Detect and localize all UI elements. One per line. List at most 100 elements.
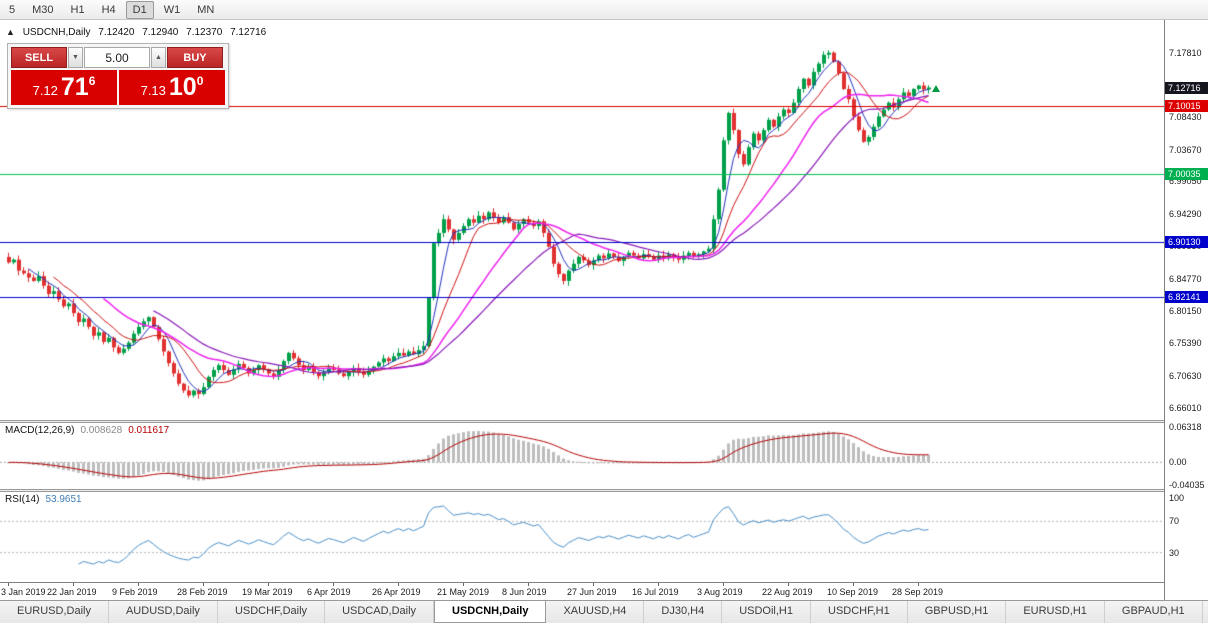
pane-separator[interactable] [0, 489, 1208, 492]
price-axis-tick: 7.03670 [1169, 144, 1202, 155]
price-axis-tick: 6.66010 [1169, 402, 1202, 413]
price-axis-tick: 7.17810 [1169, 47, 1202, 58]
rsi-value: 53.9651 [45, 494, 82, 505]
date-tick [593, 583, 594, 586]
price-level-badge: 6.90130 [1165, 236, 1208, 249]
rsi-axis-tick: 100 [1169, 493, 1185, 503]
date-tick [268, 583, 269, 586]
one-click-trading-panel: SELL ▼ ▲ BUY 7.12 71 6 7.13 10 0 [7, 43, 229, 109]
volume-increase-button[interactable]: ▲ [151, 47, 166, 68]
price-axis-tick: 6.70630 [1169, 370, 1202, 381]
tick-up-arrow-icon [932, 84, 940, 92]
ask-price-box[interactable]: 7.13 10 0 [119, 70, 225, 105]
date-axis-label: 27 Jun 2019 [567, 587, 617, 597]
one-click-toggle-icon[interactable]: ▲ [6, 27, 15, 37]
macd-axis-tick: 0.00 [1169, 457, 1187, 468]
pane-separator[interactable] [0, 420, 1208, 423]
timeframe-button-h1[interactable]: H1 [64, 1, 92, 19]
chevron-down-icon: ▼ [72, 54, 79, 61]
chevron-up-icon: ▲ [155, 54, 162, 61]
date-axis-label: 3 Jan 2019 [1, 587, 46, 597]
date-tick [723, 583, 724, 586]
date-tick [333, 583, 334, 586]
tab-usdcad-daily[interactable]: USDCAD,Daily [325, 601, 435, 623]
ohlc-low: 7.12370 [186, 27, 223, 38]
chart-tabs-bar: EURUSD,Daily AUDUSD,Daily USDCHF,Daily USDC… [0, 600, 1208, 623]
tab-audusd-daily[interactable]: AUDUSD,Daily [109, 601, 218, 623]
tab-usdchf-h1[interactable]: USDCHF,H1 [811, 601, 908, 623]
rsi-axis-tick: 30 [1169, 547, 1180, 558]
price-axis-tick: 7.08430 [1169, 111, 1202, 122]
rsi-canvas[interactable] [0, 492, 1164, 582]
bid-sup-digit: 6 [88, 74, 96, 88]
bid-price-box[interactable]: 7.12 71 6 [11, 70, 117, 105]
date-axis-label: 6 Apr 2019 [307, 587, 351, 597]
tab-eurusd-h1[interactable]: EURUSD,H1 [1006, 601, 1105, 623]
price-level-badge: 7.00035 [1165, 168, 1208, 181]
date-axis-label: 19 Mar 2019 [242, 587, 293, 597]
date-axis-label: 28 Sep 2019 [892, 587, 944, 597]
chart-symbol-label: USDCNH,Daily [22, 27, 91, 38]
tab-dj30-h4[interactable]: DJ30,H4 [644, 601, 723, 623]
macd-axis-tick: 0.06318 [1169, 422, 1202, 432]
ask-sup-digit: 0 [196, 74, 204, 88]
chart-title: ▲ USDCNH,Daily 7.12420 7.12940 7.12370 7… [6, 27, 271, 38]
tab-usdcnh-daily[interactable]: USDCNH,Daily [434, 601, 547, 623]
volume-decrease-button[interactable]: ▼ [68, 47, 83, 68]
tab-xauusd-h4[interactable]: XAUUSD,H4 [546, 601, 645, 623]
bid-big-digits: 71 [60, 73, 89, 101]
price-level-badge: 6.82141 [1165, 291, 1208, 304]
date-axis-label: 16 Jul 2019 [632, 587, 679, 597]
tab-usdoil-h1[interactable]: USDOil,H1 [722, 601, 811, 623]
rsi-label: RSI(14) 53.9651 [5, 494, 82, 505]
date-axis-label: 26 Apr 2019 [372, 587, 421, 597]
tab-gbpaud-h1[interactable]: GBPAUD,H1 [1105, 601, 1203, 623]
rsi-indicator-pane: RSI(14) 53.9651 [0, 492, 1164, 582]
rsi-axis-tick: 70 [1169, 516, 1180, 527]
date-axis-label: 21 May 2019 [437, 587, 490, 597]
timeframe-button-m30[interactable]: M30 [25, 1, 60, 19]
price-axis-tick: 6.84770 [1169, 274, 1202, 285]
macd-indicator-pane: MACD(12,26,9) 0.008628 0.011617 [0, 423, 1164, 489]
date-tick [8, 583, 9, 586]
macd-canvas[interactable] [0, 423, 1164, 489]
sell-button[interactable]: SELL [11, 47, 67, 68]
timeframe-button-5[interactable]: 5 [2, 1, 22, 19]
timeframe-button-h4[interactable]: H4 [95, 1, 123, 19]
buy-button[interactable]: BUY [167, 47, 223, 68]
price-axis-tick: 6.80150 [1169, 305, 1202, 316]
rsi-title: RSI(14) [5, 494, 40, 505]
price-axis-tick: 6.94290 [1169, 208, 1202, 219]
tab-usdjp[interactable]: USDJP [1203, 601, 1208, 623]
price-level-badge: 7.12716 [1165, 81, 1208, 94]
ohlc-high: 7.12940 [142, 27, 179, 38]
ask-prefix: 7.13 [140, 83, 166, 98]
date-axis-label: 8 Jun 2019 [502, 587, 547, 597]
date-axis-label: 22 Aug 2019 [762, 587, 813, 597]
date-tick [918, 583, 919, 586]
tab-usdchf-daily[interactable]: USDCHF,Daily [218, 601, 326, 623]
timeframe-button-d1[interactable]: D1 [125, 0, 154, 19]
volume-input[interactable] [84, 47, 150, 68]
date-axis-label: 9 Feb 2019 [112, 587, 158, 597]
price-level-badge: 7.10015 [1165, 100, 1208, 112]
timeframe-button-w1[interactable]: W1 [157, 1, 188, 19]
macd-axis-tick: -0.04035 [1169, 480, 1205, 490]
date-tick [658, 583, 659, 586]
date-axis[interactable]: 3 Jan 2019 22 Jan 2019 9 Feb 2019 28 Feb 20… [0, 582, 1208, 600]
ask-big-digits: 10 [168, 73, 197, 101]
tab-eurusd-daily[interactable]: EURUSD,Daily [0, 601, 109, 623]
timeframe-button-mn[interactable]: MN [190, 1, 221, 19]
ohlc-open: 7.12420 [98, 27, 135, 38]
macd-title: MACD(12,26,9) [5, 425, 75, 436]
tab-gbpusd-h1[interactable]: GBPUSD,H1 [908, 601, 1007, 623]
price-chart-pane: ▲ USDCNH,Daily 7.12420 7.12940 7.12370 7… [0, 20, 1164, 420]
price-axis[interactable]: 7.178107.084307.036706.990506.942906.895… [1164, 20, 1208, 600]
date-axis-label: 22 Jan 2019 [47, 587, 97, 597]
bid-prefix: 7.12 [32, 83, 58, 98]
date-tick [788, 583, 789, 586]
date-tick [528, 583, 529, 586]
date-tick [203, 583, 204, 586]
price-axis-tick: 6.99050 [1169, 176, 1202, 187]
